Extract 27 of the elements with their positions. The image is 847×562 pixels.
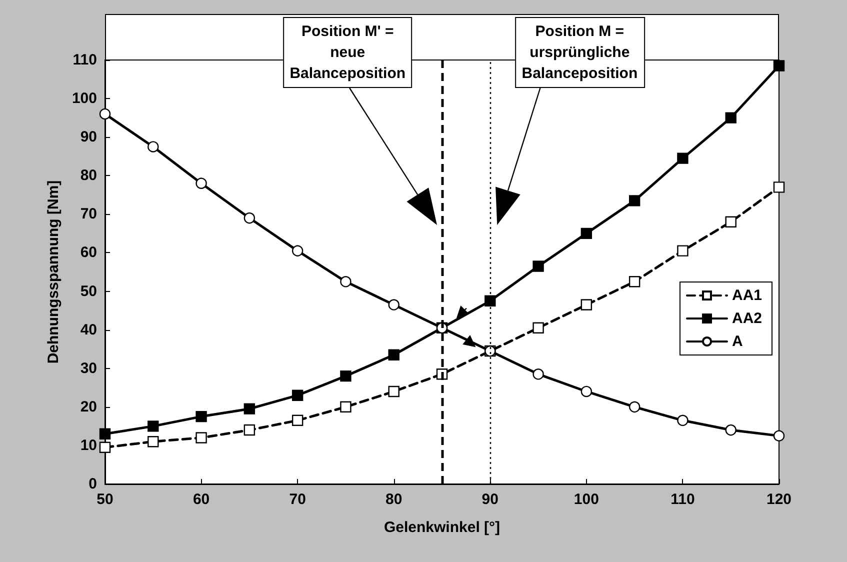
y-tick-label: 90 bbox=[80, 128, 97, 146]
y-tick-label: 20 bbox=[80, 398, 97, 416]
x-tick-label: 100 bbox=[574, 491, 599, 508]
y-tick-label: 70 bbox=[80, 206, 97, 223]
y-tick-label: 30 bbox=[80, 360, 97, 377]
x-axis-title: Gelenkwinkel [°] bbox=[384, 519, 500, 536]
x-tick-label: 120 bbox=[766, 491, 792, 508]
x-tick-label: 90 bbox=[482, 491, 498, 508]
y-tick-label: 80 bbox=[80, 167, 97, 184]
x-tick-label: 80 bbox=[386, 491, 402, 508]
y-tick-label: 0 bbox=[88, 476, 97, 492]
y-tick-label: 100 bbox=[72, 90, 97, 108]
y-tick-label: 50 bbox=[80, 282, 97, 300]
x-tick-label: 50 bbox=[96, 491, 114, 508]
x-tick-label: 110 bbox=[670, 491, 695, 508]
y-tick-label: 110 bbox=[72, 52, 97, 68]
ref-line-label: Position M = ursprüngliche Balanceposition bbox=[514, 17, 645, 88]
y-tick-label: 10 bbox=[80, 436, 97, 454]
y-tick-label: 40 bbox=[80, 321, 97, 338]
ref-line-label: Position M' = neue Balanceposition bbox=[282, 17, 413, 88]
legend-label: AA2 bbox=[732, 310, 762, 327]
x-tick-label: 70 bbox=[289, 491, 306, 508]
x-tick-label: 60 bbox=[192, 491, 210, 508]
y-axis-title: Dehnungsspannung [Nm] bbox=[45, 180, 62, 364]
y-tick-label: 60 bbox=[80, 244, 97, 262]
legend-label: AA1 bbox=[732, 287, 762, 304]
legend-label: A bbox=[732, 333, 743, 350]
